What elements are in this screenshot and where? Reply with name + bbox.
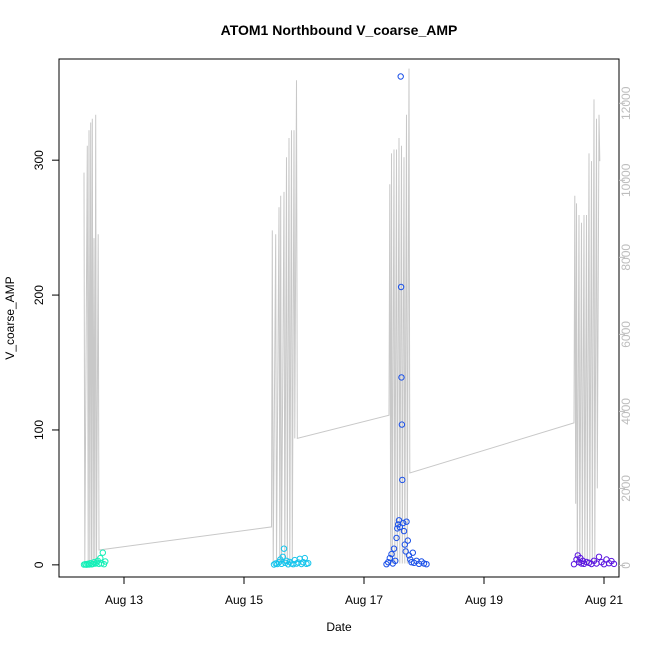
point-layer: [80, 73, 618, 568]
y2-tick-label: 10000: [619, 163, 633, 197]
data-point-1-9: [283, 557, 290, 564]
y-tick-label: 200: [32, 285, 46, 305]
data-point-2-2: [386, 554, 393, 562]
y2-tick-label: 6000: [619, 321, 633, 348]
data-point-2-19: [401, 541, 408, 548]
data-point-0-17: [102, 558, 109, 565]
data-point-2-6: [392, 557, 399, 564]
data-point-2-20: [402, 548, 409, 555]
y2-tick-label: 0: [619, 562, 633, 569]
data-point-2-12: [397, 73, 404, 80]
chart-title: ATOM1 Northbound V_coarse_AMP: [221, 22, 458, 38]
data-point-2-3: [388, 550, 395, 558]
x-tick-label: Aug 21: [585, 593, 623, 607]
y2-tick-label: 4000: [619, 398, 633, 425]
data-point-3-6: [579, 557, 586, 564]
y-axis-label: V_coarse_AMP: [3, 276, 17, 359]
data-point-3-13: [595, 553, 603, 560]
y2-tick-label: 8000: [619, 244, 633, 271]
y-tick-label: 0: [32, 561, 46, 568]
x-tick-label: Aug 19: [465, 593, 503, 607]
data-point-3-19: [610, 560, 618, 568]
data-point-2-17: [400, 519, 407, 527]
data-point-2-7: [393, 534, 400, 542]
y-axis: 0 100 200 300: [32, 150, 59, 568]
data-point-2-22: [404, 537, 411, 544]
data-point-2-16: [399, 476, 406, 484]
x-tick-label: Aug 17: [345, 593, 383, 607]
data-point-2-13: [397, 283, 405, 291]
x-tick-label: Aug 13: [105, 593, 143, 607]
data-point-2-18: [400, 527, 408, 535]
data-point-2-14: [398, 374, 405, 381]
data-point-0-4: [85, 561, 93, 568]
data-point-2-31: [420, 560, 428, 567]
data-point-2-21: [403, 518, 410, 525]
plot-frame: [58, 58, 620, 578]
data-point-2-32: [423, 561, 430, 568]
data-point-1-7: [280, 545, 288, 552]
y2-tick-label: 2000: [619, 475, 633, 502]
x-axis: Aug 13 Aug 15 Aug 17 Aug 19 Aug 21: [105, 577, 623, 607]
data-point-2-1: [385, 559, 392, 566]
data-point-1-20: [301, 554, 308, 562]
x-axis-label: Date: [326, 620, 352, 634]
data-point-2-5: [390, 545, 398, 552]
x-tick-label: Aug 15: [225, 593, 263, 607]
data-point-0-15: [99, 549, 107, 556]
series-line: [83, 68, 601, 564]
y2-axis: 0 2000 4000 6000 8000 10000 12000: [619, 86, 633, 568]
data-point-2-15: [398, 421, 406, 428]
y-tick-label: 300: [32, 150, 46, 170]
y2-tick-label: 12000: [619, 86, 633, 120]
line-layer: [83, 68, 601, 564]
data-point-1-5: [278, 560, 285, 567]
data-point-2-11: [396, 523, 403, 531]
data-point-2-0: [383, 561, 390, 568]
data-point-1-22: [305, 560, 312, 567]
data-point-2-26: [409, 549, 416, 556]
y-tick-label: 100: [32, 420, 46, 440]
data-point-1-6: [279, 553, 286, 560]
data-point-1-2: [274, 560, 281, 568]
